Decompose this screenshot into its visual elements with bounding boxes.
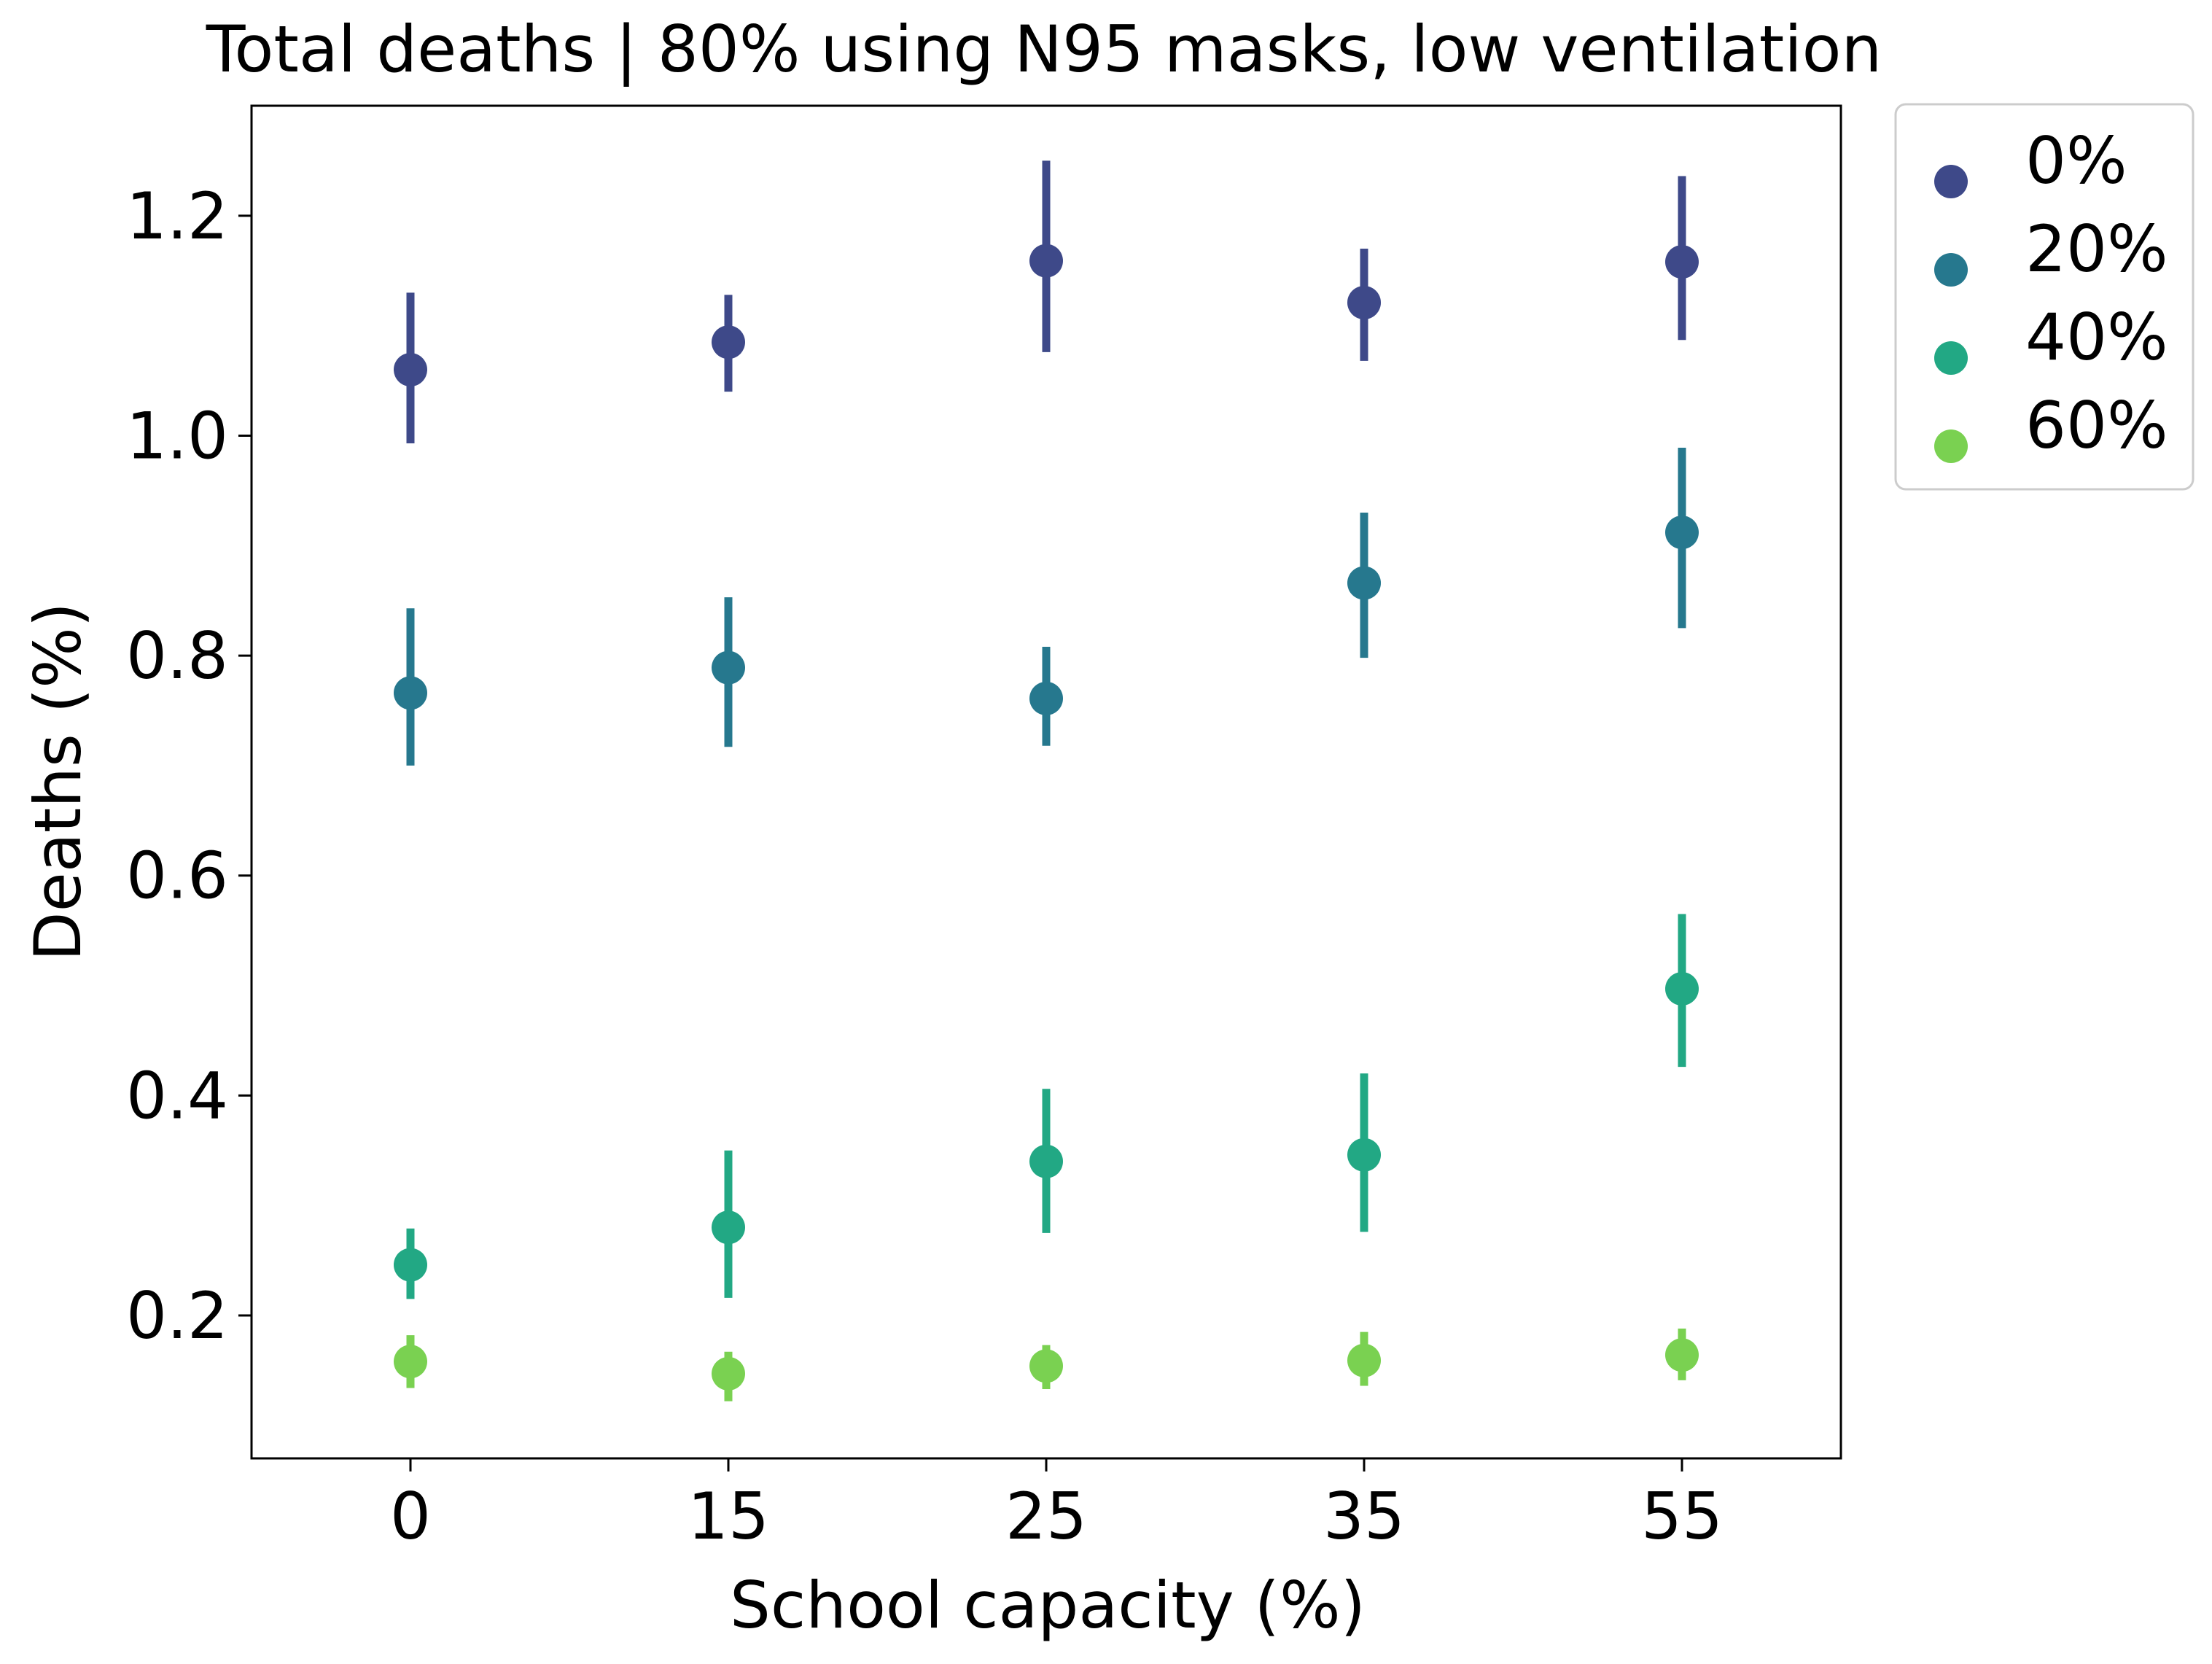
data-point	[1347, 566, 1381, 600]
data-point	[1665, 245, 1699, 279]
legend-label: 40%	[2025, 300, 2168, 375]
legend-label: 60%	[2025, 388, 2168, 463]
data-point	[1029, 1144, 1063, 1178]
legend-marker	[1934, 341, 1968, 375]
data-point	[712, 650, 745, 685]
data-point	[1665, 972, 1699, 1006]
data-point	[712, 1356, 745, 1391]
data-point	[1347, 285, 1381, 319]
y-tick-label: 0.6	[126, 839, 228, 914]
y-tick-label: 0.4	[126, 1058, 228, 1133]
series-2	[394, 448, 1699, 766]
x-tick-label: 25	[1005, 1479, 1087, 1554]
x-tick-label: 35	[1323, 1479, 1405, 1554]
data-point	[394, 1345, 427, 1379]
legend-marker	[1934, 253, 1968, 287]
data-point	[1029, 681, 1063, 715]
data-point	[1665, 1338, 1699, 1372]
y-tick-label: 1.0	[126, 398, 228, 473]
legend-label: 20%	[2025, 211, 2168, 287]
legend: 0% 20% 40% 60%	[1894, 103, 2195, 491]
data-point	[1029, 1349, 1063, 1383]
legend-marker	[1934, 429, 1968, 463]
data-point	[1347, 1138, 1381, 1172]
data-point	[394, 352, 427, 386]
data-point	[1347, 1343, 1381, 1377]
data-point	[1029, 244, 1063, 278]
x-tick-label: 55	[1641, 1479, 1723, 1554]
legend-label: 0%	[2025, 123, 2127, 198]
data-point	[394, 676, 427, 710]
data-point	[1665, 516, 1699, 550]
x-axis: 0 15 25 35 55	[390, 1458, 1723, 1554]
y-tick-label: 1.2	[126, 179, 228, 254]
data-point	[712, 1210, 745, 1245]
x-axis-label: School capacity (%)	[730, 1568, 1366, 1643]
legend-frame	[1894, 103, 2195, 491]
y-tick-label: 0.2	[126, 1278, 228, 1353]
data-point	[394, 1248, 427, 1282]
legend-marker	[1934, 165, 1968, 198]
y-tick-label: 0.8	[126, 618, 228, 693]
chart-title: Total deaths | 80% using N95 masks, low …	[206, 12, 1882, 88]
series-3	[394, 914, 1699, 1299]
series-4	[394, 1329, 1699, 1401]
plot-area	[394, 160, 1699, 1401]
data-point	[712, 325, 745, 359]
series-1	[394, 160, 1699, 443]
x-tick-label: 0	[390, 1479, 431, 1554]
y-axis-label: Deaths (%)	[20, 602, 96, 961]
y-axis: 0.2 0.4 0.6 0.8 1.0 1.2	[126, 179, 252, 1353]
x-tick-label: 15	[688, 1479, 769, 1554]
